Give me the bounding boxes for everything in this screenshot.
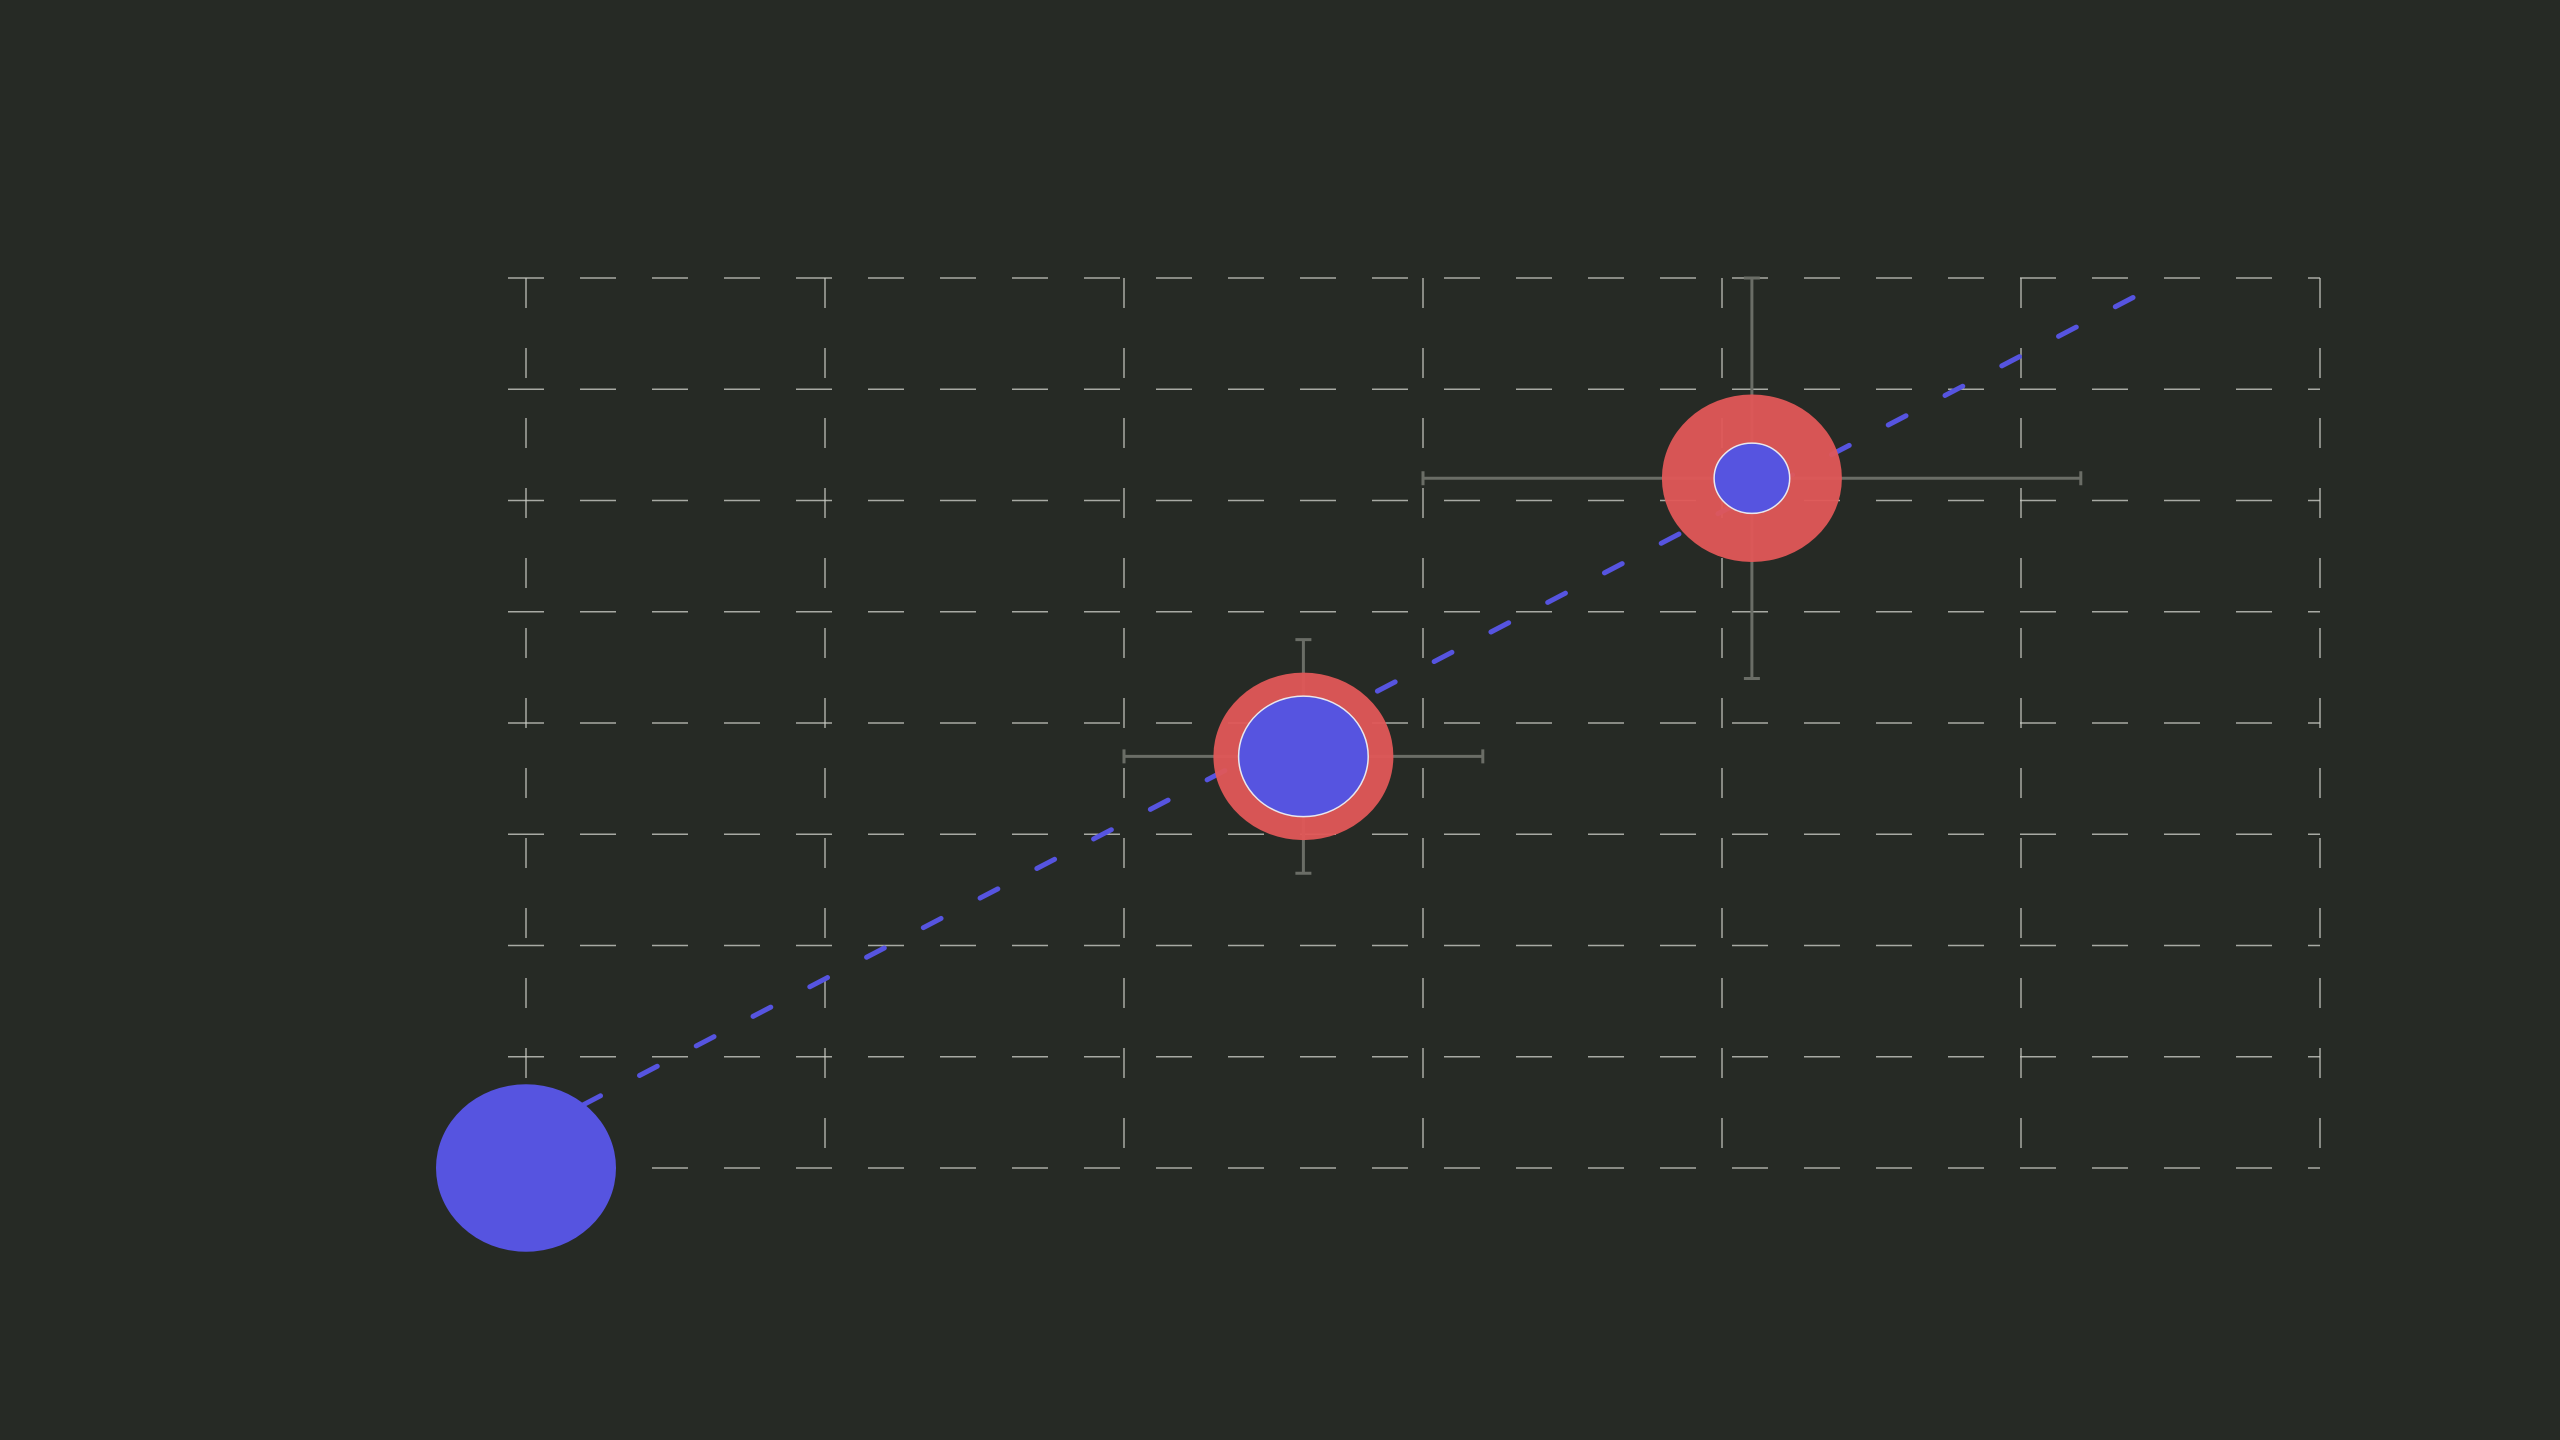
data-point [1237,695,1369,818]
data-point [1713,442,1791,515]
trend-line [523,275,2173,1138]
grid-lines [508,277,2321,1184]
data-point-layer [436,394,1842,1252]
data-point [436,1084,616,1252]
trend-line-layer [523,275,2173,1138]
